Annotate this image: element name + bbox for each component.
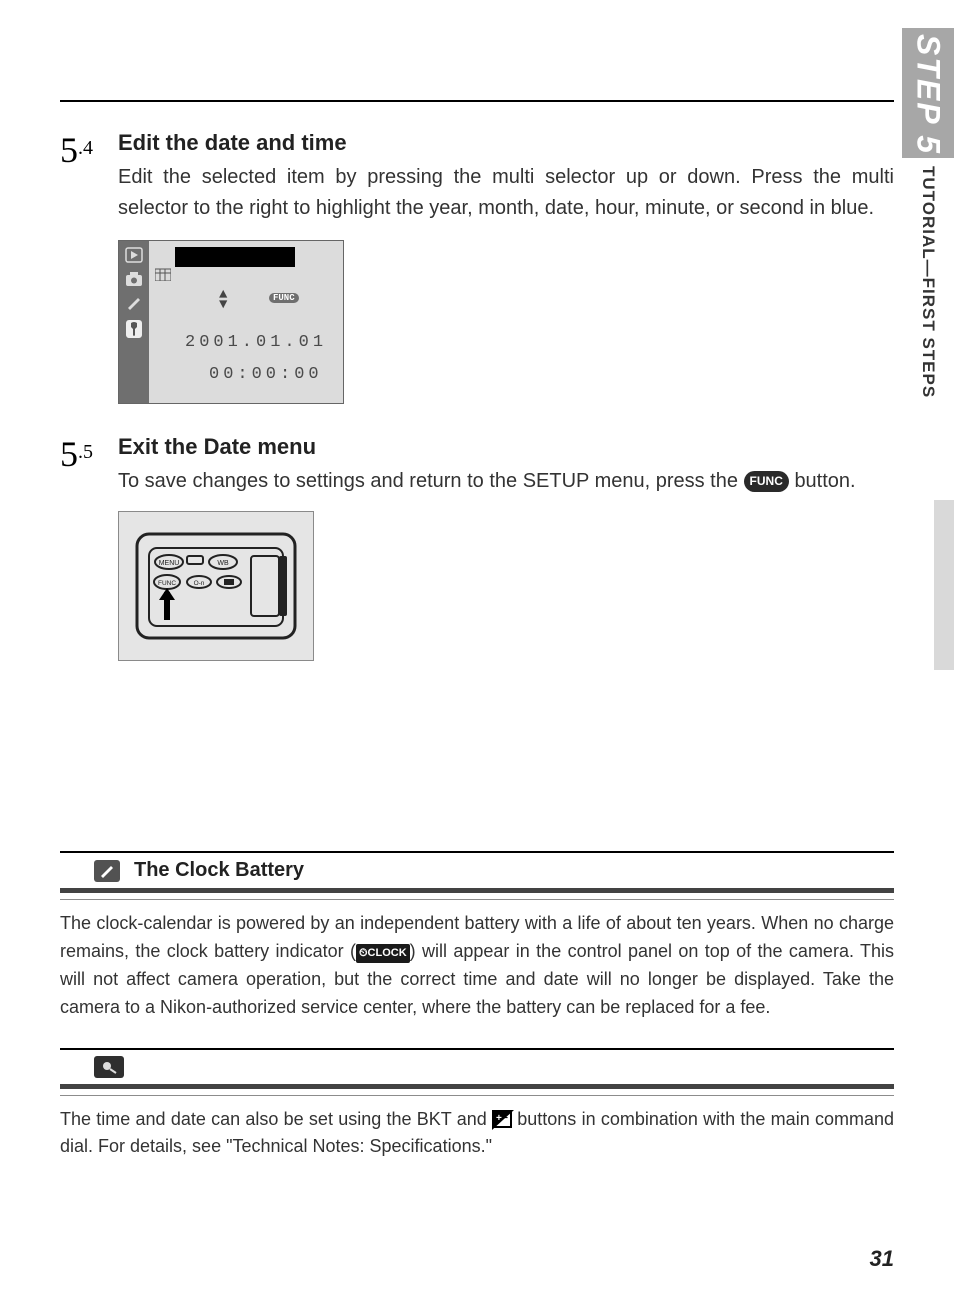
step-text: Edit the selected item by pressing the m… [118,162,894,224]
func-badge-small: FUNC [269,293,299,303]
step-5-5: 5.5 Exit the Date menu To save changes t… [60,434,894,701]
pencil-icon [125,295,143,311]
info-header: The Clock Battery [60,851,894,893]
exposure-comp-icon: +− [492,1110,512,1128]
step-body: Exit the Date menu To save changes to se… [118,434,894,701]
step-number: 5.5 [60,434,118,472]
lcd-side-icons [119,241,149,403]
updown-arrows-icon: ▲▼ [219,291,227,311]
svg-text:MENU: MENU [159,560,180,567]
side-thumb-index [934,500,954,670]
calendar-icon [155,267,171,286]
thin-rule [60,899,894,900]
step-body: Edit the date and time Edit the selected… [118,130,894,426]
lcd-date-value: 2001.01.01 [185,333,327,352]
side-tab-step-accent: STEP 5 [902,28,954,158]
info-title: The Clock Battery [134,859,304,882]
step-title: Exit the Date menu [118,434,894,460]
info-text: The clock-calendar is powered by an inde… [60,910,894,1022]
side-section-label: TUTORIAL—FIRST STEPS [918,166,938,398]
tip-icon [94,1056,124,1078]
lcd-screenshot: ▲▼ FUNC 2001.01.01 00:00:00 [118,240,344,404]
tip-text-prefix: The time and date can also be set using … [60,1109,492,1129]
svg-text:FUNC: FUNC [158,580,176,587]
lcd-selected-bar [175,247,295,267]
step-text-suffix: button. [794,470,855,492]
wrench-icon [125,319,143,339]
tip-header [60,1048,894,1089]
thin-rule [60,1095,894,1096]
step-5-4: 5.4 Edit the date and time Edit the sele… [60,130,894,426]
tip-text: The time and date can also be set using … [60,1106,894,1162]
camera-back-icon: MENU WB FUNC O-n [131,526,301,646]
lcd-main: ▲▼ FUNC 2001.01.01 00:00:00 [149,241,343,403]
step-number: 5.4 [60,130,118,168]
side-step-label: STEP 5 [910,34,947,155]
playback-icon [125,247,143,263]
clock-indicator-icon: ⏲CLOCK [356,944,410,963]
func-badge: FUNC [744,471,789,492]
step-text: To save changes to settings and return t… [118,466,894,497]
step-text-prefix: To save changes to settings and return t… [118,470,744,492]
pencil-note-icon [94,860,120,882]
camera-illustration: MENU WB FUNC O-n [118,511,314,661]
top-rule [60,100,894,102]
page-number: 31 [870,1246,894,1272]
camera-icon [125,271,143,287]
svg-text:O-n: O-n [194,580,205,587]
lcd-time-value: 00:00:00 [209,365,323,384]
step-title: Edit the date and time [118,130,894,156]
svg-text:WB: WB [217,560,229,567]
info-clock-battery: The Clock Battery The clock-calendar is … [60,851,894,1161]
manual-page: STEP 5 TUTORIAL—FIRST STEPS 5.4 Edit the… [0,0,954,1314]
